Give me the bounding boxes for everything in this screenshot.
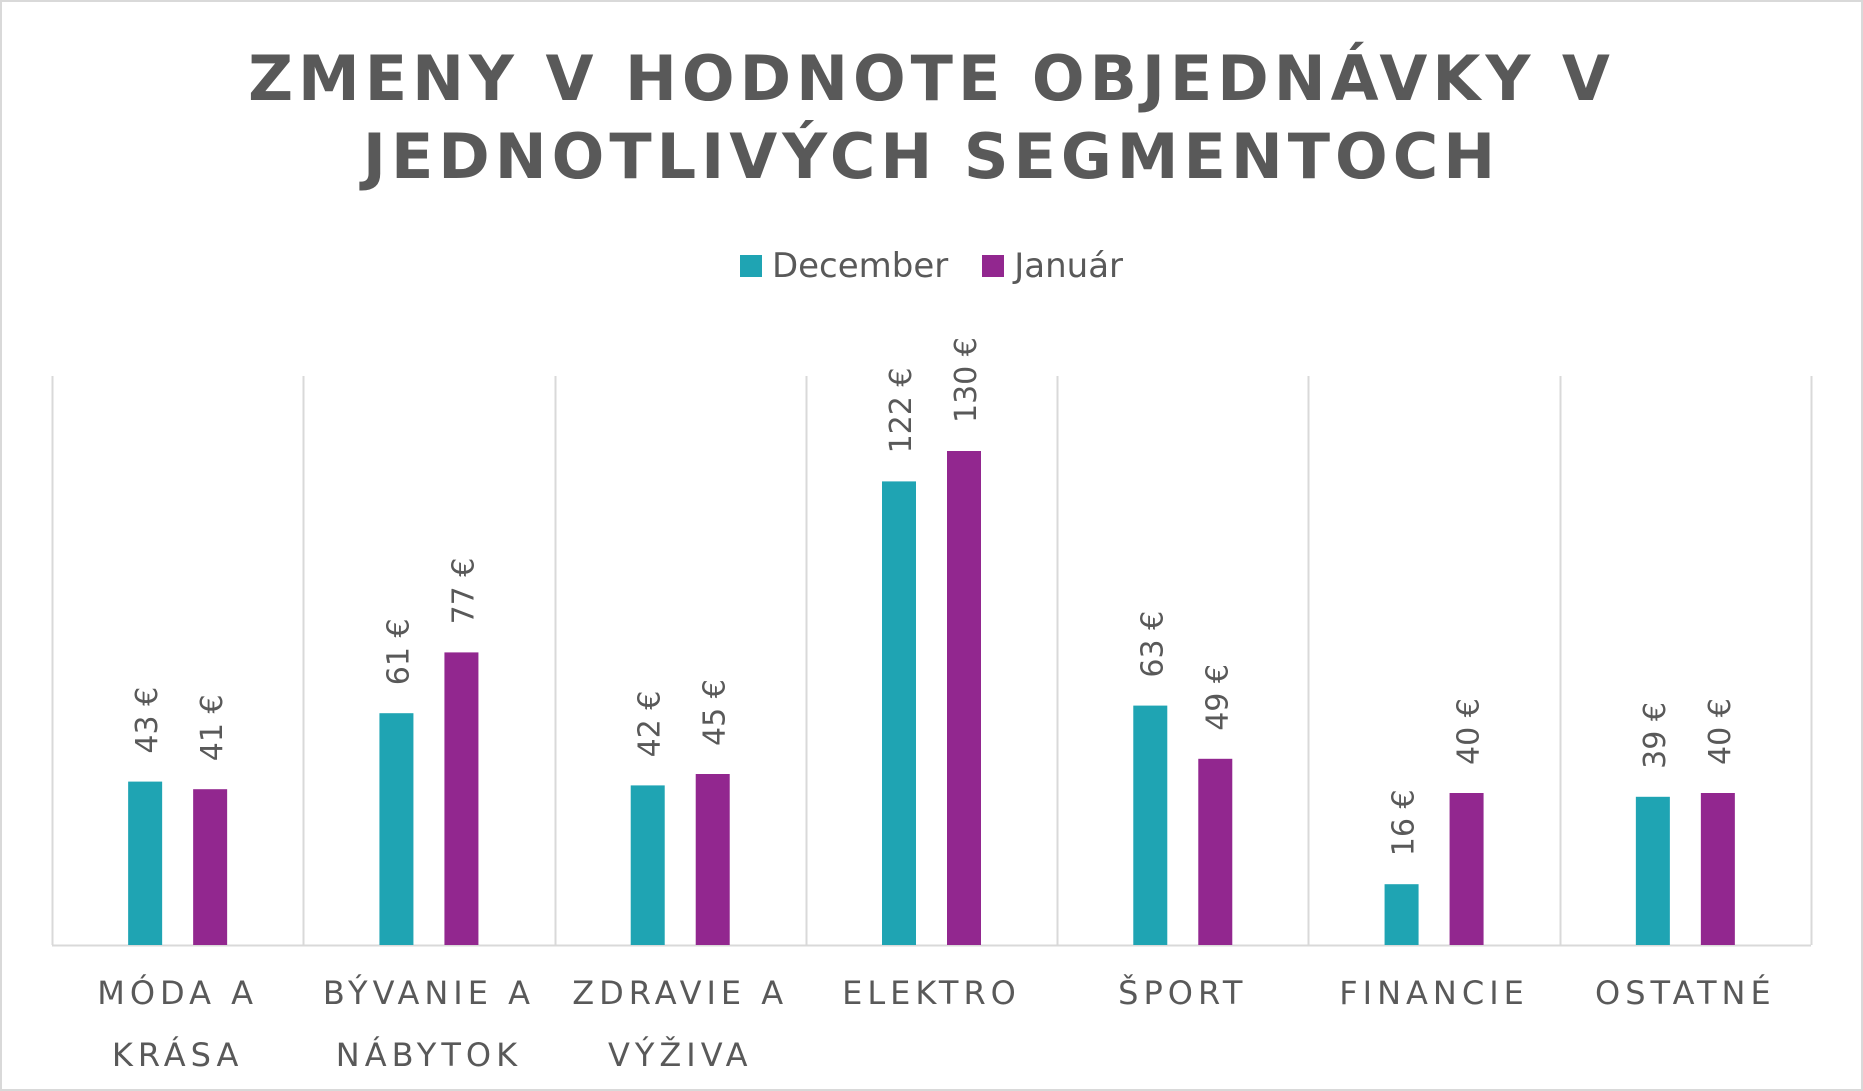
bar-december xyxy=(128,781,163,945)
data-label: 39 € xyxy=(1638,702,1673,769)
data-label: 40 € xyxy=(1703,698,1738,765)
legend-label-januar: Január xyxy=(1014,246,1124,286)
data-label: 63 € xyxy=(1135,611,1170,678)
data-label: 45 € xyxy=(698,679,733,746)
bar-december xyxy=(1133,705,1168,945)
legend-swatch-december xyxy=(739,255,762,277)
data-label: 77 € xyxy=(446,558,481,625)
bar-januar xyxy=(1700,793,1735,945)
chart-title: ZMENY V HODNOTE OBJEDNÁVKY V JEDNOTLIVÝC… xyxy=(248,42,1615,193)
category-label: ŠPORT xyxy=(1118,974,1248,1012)
bar-januar xyxy=(947,451,981,945)
category-label: ELEKTRO xyxy=(842,974,1021,1012)
data-label: 16 € xyxy=(1387,789,1422,856)
data-label: 42 € xyxy=(633,691,668,758)
data-label: 122 € xyxy=(884,368,919,454)
data-label: 130 € xyxy=(949,337,984,423)
bar-januar xyxy=(1198,758,1233,945)
bar-januar xyxy=(1449,793,1484,945)
bar-januar xyxy=(193,789,228,945)
category-label: OSTATNÉ xyxy=(1595,974,1776,1012)
bar-december xyxy=(379,713,414,945)
category-label: MÓDA A KRÁSA xyxy=(97,974,259,1074)
bar-januar xyxy=(695,774,730,945)
category-label: FINANCIE xyxy=(1339,974,1529,1012)
legend: December Január xyxy=(0,246,1863,286)
legend-item-januar: Január xyxy=(982,246,1123,286)
bar-december xyxy=(882,481,916,945)
data-label: 49 € xyxy=(1200,664,1235,731)
data-label: 43 € xyxy=(130,687,165,754)
bar-december xyxy=(1384,884,1419,945)
data-label: 61 € xyxy=(381,618,416,685)
data-label: 40 € xyxy=(1452,698,1487,765)
category-label: ZDRAVIE A VÝŽIVA xyxy=(572,974,789,1074)
bar-december xyxy=(630,785,665,945)
legend-item-december: December xyxy=(739,246,949,286)
category-label: BÝVANIE A NÁBYTOK xyxy=(322,974,535,1074)
bar-december xyxy=(1635,796,1670,945)
legend-label-december: December xyxy=(771,246,949,286)
bar-januar xyxy=(444,652,479,945)
data-label: 41 € xyxy=(195,694,230,761)
legend-swatch-januar xyxy=(982,255,1005,277)
